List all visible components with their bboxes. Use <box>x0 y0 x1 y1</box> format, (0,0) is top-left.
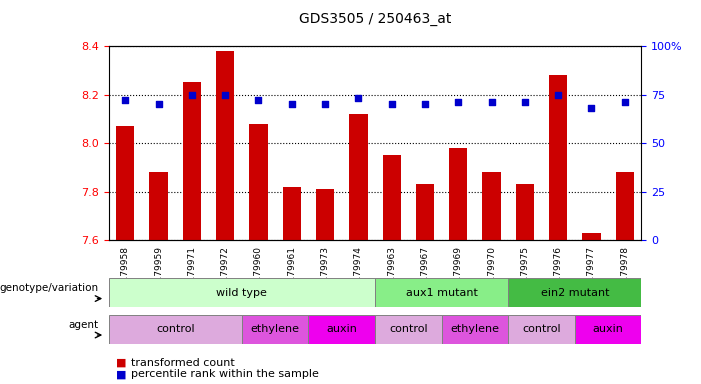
Bar <box>283 187 301 240</box>
Bar <box>308 315 375 344</box>
Text: control: control <box>389 324 428 334</box>
Text: ■: ■ <box>116 369 126 379</box>
Point <box>320 101 331 107</box>
Bar <box>516 184 534 240</box>
Bar <box>316 189 334 240</box>
Bar <box>149 172 168 240</box>
Point <box>486 99 497 105</box>
Bar <box>615 172 634 240</box>
Point <box>219 91 231 98</box>
Bar <box>242 315 308 344</box>
Text: ein2 mutant: ein2 mutant <box>540 288 609 298</box>
Point <box>186 91 198 98</box>
Text: transformed count: transformed count <box>131 358 235 368</box>
Text: wild type: wild type <box>217 288 267 298</box>
Bar <box>383 155 401 240</box>
Text: agent: agent <box>68 319 98 330</box>
Point <box>586 105 597 111</box>
Point <box>386 101 397 107</box>
Text: GDS3505 / 250463_at: GDS3505 / 250463_at <box>299 12 451 25</box>
Point <box>453 99 464 105</box>
Bar <box>216 51 234 240</box>
Point <box>619 99 630 105</box>
Bar <box>375 315 442 344</box>
Bar <box>375 278 508 307</box>
Bar <box>449 148 468 240</box>
Text: ■: ■ <box>116 358 126 368</box>
Bar <box>508 315 575 344</box>
Bar <box>482 172 501 240</box>
Text: control: control <box>522 324 561 334</box>
Bar <box>183 83 201 240</box>
Point <box>286 101 297 107</box>
Text: control: control <box>156 324 195 334</box>
Point <box>120 97 131 103</box>
Point <box>353 95 364 101</box>
Bar <box>109 278 375 307</box>
Bar <box>349 114 367 240</box>
Point <box>419 101 430 107</box>
Text: auxin: auxin <box>326 324 358 334</box>
Bar <box>416 184 434 240</box>
Bar <box>583 233 601 240</box>
Bar <box>549 75 567 240</box>
Bar <box>442 315 508 344</box>
Bar <box>575 315 641 344</box>
Point <box>153 101 164 107</box>
Bar <box>116 126 135 240</box>
Bar <box>508 278 641 307</box>
Text: auxin: auxin <box>592 324 624 334</box>
Text: genotype/variation: genotype/variation <box>0 283 98 293</box>
Text: aux1 mutant: aux1 mutant <box>406 288 477 298</box>
Bar <box>109 315 242 344</box>
Text: percentile rank within the sample: percentile rank within the sample <box>131 369 319 379</box>
Bar <box>250 124 268 240</box>
Point <box>519 99 531 105</box>
Point <box>253 97 264 103</box>
Text: ethylene: ethylene <box>451 324 499 334</box>
Point <box>552 91 564 98</box>
Text: ethylene: ethylene <box>251 324 299 334</box>
